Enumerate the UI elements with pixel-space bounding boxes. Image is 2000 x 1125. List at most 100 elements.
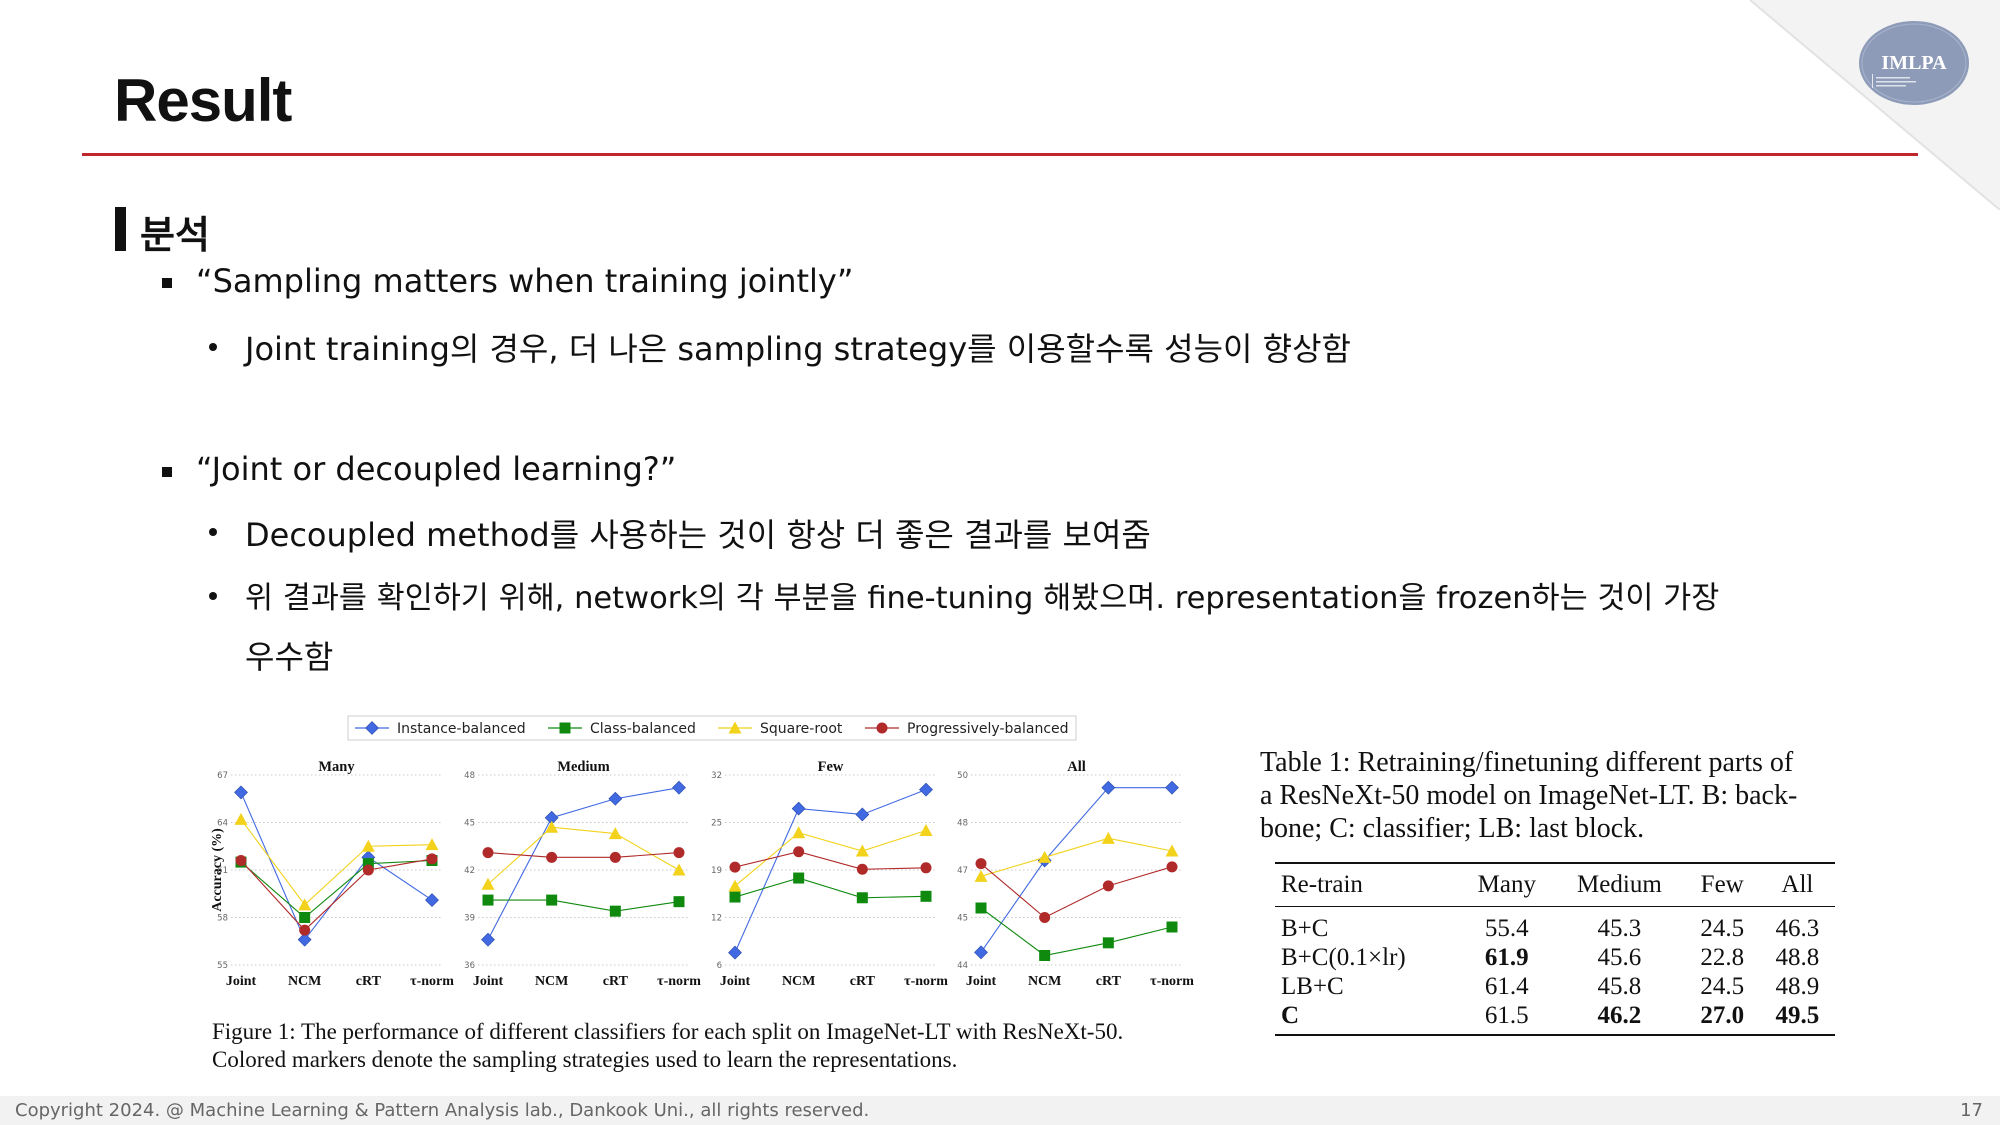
table-cell: LB+C [1281,972,1344,1000]
marker-diamond [791,801,806,816]
y-tick-label: 45 [957,914,968,924]
marker-diamond [481,932,495,947]
bullet-square [162,467,172,477]
y-tick-label: 45 [464,819,475,829]
marker-triangle [1165,844,1179,857]
panel-title: Few [818,759,844,775]
table-caption-line-2: a ResNeXt-50 model on ImageNet-LT. B: ba… [1260,780,1798,811]
panel-title: Medium [557,759,609,775]
marker-circle [609,851,621,863]
marker-square [559,722,571,734]
table-cell: B+C(0.1×lr) [1281,943,1406,971]
series-line [980,787,1172,953]
marker-circle [482,847,494,859]
classifier-performance-chart: Instance-balanced Class-balanced Square-ro… [210,715,1194,989]
table-cell: 45.3 [1597,914,1642,942]
marker-triangle [608,827,622,840]
y-tick-label: 64 [217,819,228,829]
marker-circle [673,847,685,859]
table-cell-best: 46.2 [1554,1001,1685,1036]
marker-square [1102,937,1114,949]
marker-square [856,892,868,904]
marker-diamond [1165,780,1179,795]
legend-label: Progressively-balanced [907,721,1069,737]
marker-triangle [481,877,495,890]
table-header-row: Re-train Many Medium Few All [1275,862,1835,907]
section-title: 분석 [140,213,210,257]
panel-medium: Medium 36 39 42 45 48 Joint NCM cRT τ-norm [464,759,701,989]
series-line [980,863,1173,919]
table-cell: 61.5 [1459,1001,1555,1036]
marker-square [609,905,621,917]
marker-circle [299,924,311,936]
x-tick-label: Joint [966,974,997,989]
table-cell-best: 49.5 [1759,1001,1835,1036]
figure-caption: Figure 1: The performance of different c… [212,1018,1212,1074]
series-line [734,851,927,870]
marker-diamond [365,721,379,735]
marker-square [729,891,741,903]
marker-triangle [672,863,686,876]
series-line [980,907,1173,957]
table-cell: 24.5 [1700,914,1745,942]
y-tick-label: 32 [711,771,722,781]
y-tick-label: 58 [217,914,228,924]
header-many: Many [1459,862,1555,907]
marker-diamond [234,785,248,800]
table-row: LB+C 61.4 45.8 24.5 48.9 [1275,972,1835,1001]
series-line [487,852,680,858]
header-medium: Medium [1554,862,1685,907]
bullet-1-sub-1: Joint training의 경우, 더 나은 sampling strate… [245,330,1351,368]
table-row: C 61.5 46.2 27.0 49.5 [1275,1001,1835,1036]
x-tick-label: cRT [1096,974,1122,989]
marker-triangle [234,812,248,825]
marker-diamond [855,807,870,822]
y-tick-label: 12 [711,914,722,924]
header-few: Few [1684,862,1760,907]
sub-bullet-dot [209,343,217,351]
marker-diamond [608,791,623,806]
y-tick-label: 39 [464,914,475,924]
sub-bullet-dot [209,528,217,536]
marker-triangle [1101,831,1115,844]
table-cell: 61.4 [1484,972,1529,1000]
marker-triangle [545,820,559,833]
y-tick-label: 42 [464,866,475,876]
panel-few: Few 6 12 19 25 32 Joint NCM cRT τ-norm [711,759,948,989]
footer-bar [0,1096,2000,1125]
marker-circle [235,855,247,866]
x-tick-label: τ-norm [904,974,948,989]
y-tick-label: 48 [957,819,968,829]
y-tick-label: 6 [717,961,722,971]
legend-box [347,715,1077,741]
marker-diamond [425,893,439,908]
marker-circle [876,722,888,734]
marker-diamond [728,945,742,960]
legend-label: Instance-balanced [397,721,526,737]
lab-logo: IMLPA [1859,21,1969,105]
marker-diamond [672,780,686,795]
table-cell: 48.9 [1775,972,1820,1000]
y-tick-label: 50 [957,771,968,781]
x-tick-label: Joint [720,974,751,989]
x-tick-label: NCM [1028,974,1061,989]
marker-circle [1166,861,1178,873]
table-cell: 24.5 [1700,972,1745,1000]
marker-square [482,894,494,906]
marker-triangle [361,839,375,852]
marker-triangle [298,898,312,911]
legend-label: Square-root [760,721,843,737]
marker-triangle [425,838,439,851]
figure-caption-line-1: Figure 1: The performance of different c… [212,1019,1124,1044]
x-tick-label: Joint [473,974,504,989]
table-cell: B+C [1281,914,1329,942]
table-caption: Table 1: Retraining/finetuning different… [1260,746,1850,845]
table-cell: C [1275,1001,1460,1036]
bullet-square [162,278,172,288]
y-tick-label: 19 [711,866,722,876]
y-tick-label: 25 [711,819,722,829]
x-tick-label: τ-norm [657,974,701,989]
title-divider [82,153,1918,156]
marker-square [546,894,558,906]
retrain-results-table: Re-train Many Medium Few All B+C 55.4 45… [1275,862,1835,1036]
